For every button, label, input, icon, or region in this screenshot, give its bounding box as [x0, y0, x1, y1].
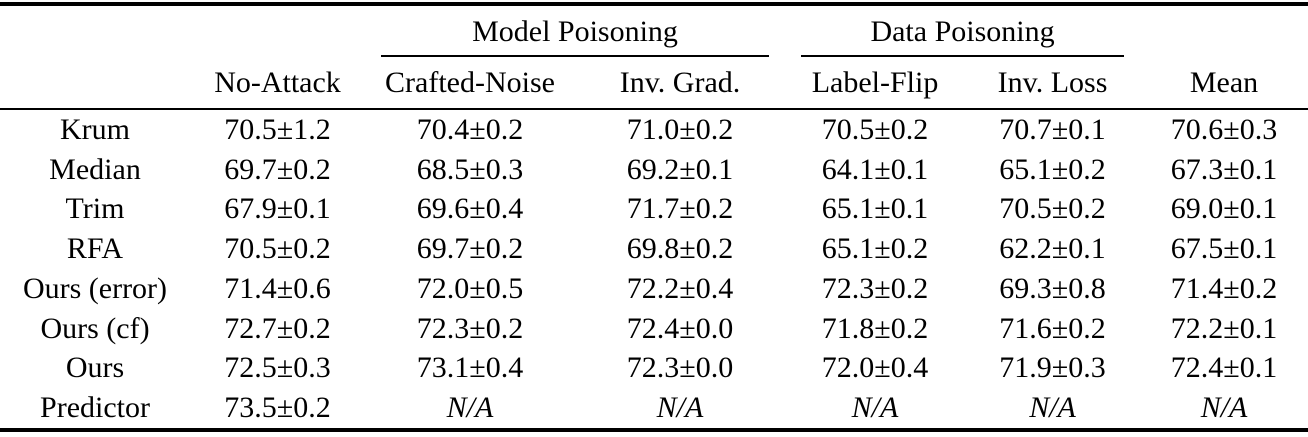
cell-value: 72.3±0.2	[416, 311, 524, 345]
col-header-mean: Mean	[1189, 65, 1259, 99]
cell-value: 68.5±0.3	[416, 152, 524, 186]
table-row-rfa: RFA 70.5±0.2 69.7±0.2 69.8±0.2 65.1±0.2 …	[0, 229, 1308, 269]
cell-value: 72.2±0.4	[626, 271, 734, 305]
table-row-trim: Trim 67.9±0.1 69.6±0.4 71.7±0.2 65.1±0.1…	[0, 190, 1308, 230]
cell-value: 71.4±0.2	[1170, 271, 1278, 305]
cell-value: 70.5±0.2	[224, 232, 331, 266]
table-body: Krum 70.5±1.2 70.4±0.2 71.0±0.2 70.5±0.2…	[0, 109, 1308, 430]
cell-value: 65.1±0.2	[999, 152, 1106, 186]
row-label: Krum	[60, 112, 130, 146]
cell-value-na: N/A	[1200, 391, 1248, 425]
cell-value: 70.5±0.2	[999, 192, 1106, 226]
row-label: Predictor	[40, 391, 150, 425]
cell-value: 64.1±0.1	[821, 152, 929, 186]
group-header-data-poisoning-label: Data Poisoning	[870, 14, 1055, 48]
group-header-data-poisoning: Data Poisoning	[785, 4, 1140, 57]
cell-value: 69.2±0.1	[626, 152, 734, 186]
cell-value: 62.2±0.1	[999, 232, 1106, 266]
table-row-ours-cf: Ours (cf) 72.7±0.2 72.3±0.2 72.4±0.0 71.…	[0, 309, 1308, 349]
table-header: Model Poisoning Data Poisoning No-Attack…	[0, 4, 1308, 109]
cell-value-na: N/A	[656, 391, 704, 425]
cell-value: 70.6±0.3	[1170, 112, 1278, 146]
cell-value: 67.9±0.1	[224, 192, 331, 226]
cell-value: 72.3±0.0	[626, 351, 734, 385]
cell-value: 71.9±0.3	[999, 351, 1106, 385]
cell-value: 69.0±0.1	[1170, 192, 1278, 226]
group-header-row: Model Poisoning Data Poisoning	[0, 4, 1308, 57]
table-row-predictor: Predictor 73.5±0.2 N/A N/A N/A N/A N/A	[0, 388, 1308, 430]
table-row-krum: Krum 70.5±1.2 70.4±0.2 71.0±0.2 70.5±0.2…	[0, 109, 1308, 150]
cell-value: 70.7±0.1	[999, 112, 1106, 146]
no-attack-spacer	[190, 4, 365, 57]
cell-value-na: N/A	[446, 391, 494, 425]
cell-value: 73.5±0.2	[224, 391, 331, 425]
row-label: RFA	[66, 232, 124, 266]
col-header-no-attack: No-Attack	[214, 65, 341, 99]
cell-value: 69.7±0.2	[416, 232, 524, 266]
cell-value: 72.0±0.5	[416, 271, 524, 305]
col-header-label-flip: Label-Flip	[811, 65, 939, 99]
cell-value: 72.4±0.0	[626, 311, 734, 345]
table-row-median: Median 69.7±0.2 68.5±0.3 69.2±0.1 64.1±0…	[0, 150, 1308, 190]
cell-value: 72.5±0.3	[224, 351, 331, 385]
cell-value: 69.7±0.2	[224, 152, 331, 186]
row-label-header	[0, 57, 190, 109]
row-label: Ours	[65, 351, 125, 385]
column-header-row: No-Attack Crafted-Noise Inv. Grad. Label…	[0, 57, 1308, 109]
row-label: Median	[49, 152, 141, 186]
cell-value: 71.4±0.6	[224, 271, 331, 305]
group-header-model-poisoning-label: Model Poisoning	[472, 14, 678, 48]
cell-value: 67.3±0.1	[1170, 152, 1278, 186]
cell-value: 71.8±0.2	[821, 311, 929, 345]
mean-spacer	[1140, 4, 1308, 57]
cell-value: 69.3±0.8	[999, 271, 1106, 305]
row-label: Ours (cf)	[40, 311, 150, 345]
cell-value: 72.7±0.2	[224, 311, 331, 345]
table-row-ours: Ours 72.5±0.3 73.1±0.4 72.3±0.0 72.0±0.4…	[0, 349, 1308, 389]
row-label: Trim	[65, 192, 125, 226]
corner-spacer	[0, 4, 190, 57]
cell-value: 65.1±0.2	[821, 232, 929, 266]
col-header-inv-loss: Inv. Loss	[997, 65, 1108, 99]
cmidrule-data-poisoning	[801, 55, 1125, 57]
cell-value: 73.1±0.4	[416, 351, 524, 385]
cell-value: 65.1±0.1	[821, 192, 929, 226]
group-header-model-poisoning: Model Poisoning	[365, 4, 785, 57]
cell-value-na: N/A	[851, 391, 899, 425]
cell-value: 70.4±0.2	[416, 112, 524, 146]
cell-value: 72.0±0.4	[821, 351, 929, 385]
cmidrule-model-poisoning	[381, 55, 770, 57]
cell-value: 69.6±0.4	[416, 192, 524, 226]
cell-value: 69.8±0.2	[626, 232, 734, 266]
cell-value: 70.5±0.2	[821, 112, 929, 146]
col-header-crafted-noise: Crafted-Noise	[385, 65, 555, 99]
col-header-inv-grad: Inv. Grad.	[619, 65, 741, 99]
table-row-ours-error: Ours (error) 71.4±0.6 72.0±0.5 72.2±0.4 …	[0, 269, 1308, 309]
row-label: Ours (error)	[22, 271, 168, 305]
cell-value: 71.6±0.2	[999, 311, 1106, 345]
cell-value-na: N/A	[1029, 391, 1076, 425]
cell-value: 72.2±0.1	[1170, 311, 1278, 345]
cell-value: 70.5±1.2	[224, 112, 331, 146]
cell-value: 72.3±0.2	[821, 271, 929, 305]
cell-value: 71.0±0.2	[626, 112, 734, 146]
cell-value: 72.4±0.1	[1170, 351, 1278, 385]
cell-value: 71.7±0.2	[626, 192, 734, 226]
cell-value: 67.5±0.1	[1170, 232, 1278, 266]
